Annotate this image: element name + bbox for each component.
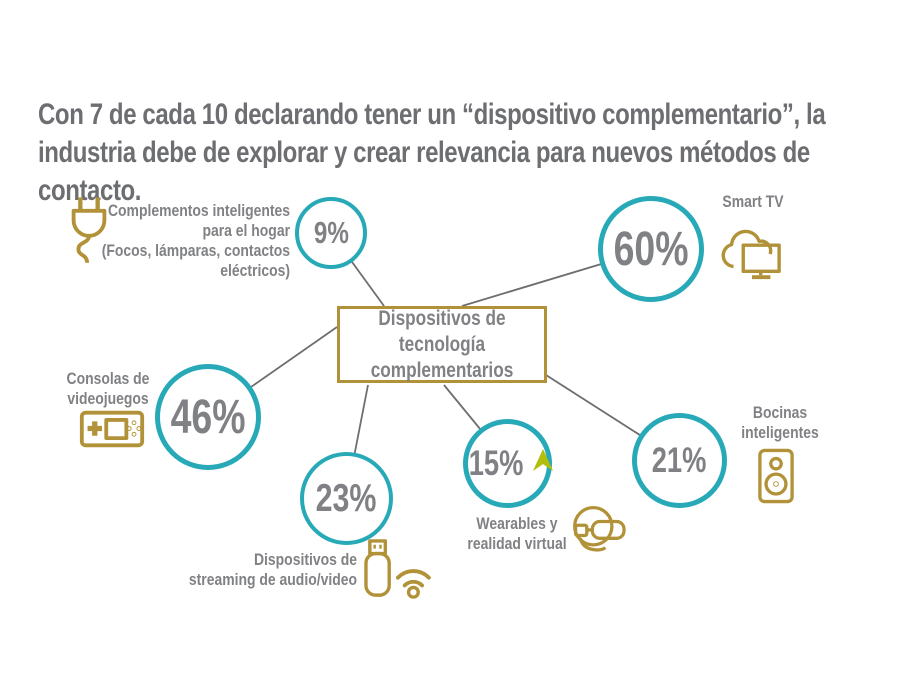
cloud-tv-icon [721, 229, 781, 280]
increase-arrow-icon [532, 448, 554, 471]
label-game-consoles: Consolas de videojuegos [66, 369, 150, 408]
central-topic-box: Dispositivos de tecnología complementari… [337, 306, 547, 383]
power-plug-icon [71, 197, 107, 263]
stat-circle-smart-home: 9% [295, 197, 367, 269]
stat-circle-wearables: 15% [463, 419, 554, 508]
label-smart-speakers: Bocinas inteligentes [741, 403, 819, 442]
stat-value-smart-speakers: 21% [652, 440, 707, 480]
stat-circle-smart-speakers: 21% [632, 413, 727, 508]
stat-value-streaming: 23% [316, 476, 377, 520]
handheld-console-icon [79, 410, 145, 448]
stat-value-smart-tv: 60% [613, 222, 689, 276]
stat-value-game-consoles: 46% [170, 390, 246, 444]
central-topic-label: Dispositivos de tecnología complementari… [370, 306, 514, 382]
label-streaming: Dispositivos de streaming de audio/video [188, 550, 357, 589]
label-smart-home: Complementos inteligentes para el hogar … [101, 201, 290, 280]
headline: Con 7 de cada 10 declarando tener un “di… [38, 98, 826, 207]
label-smart-tv: Smart TV [722, 192, 784, 211]
stat-circle-smart-tv: 60% [598, 196, 704, 302]
label-wearables: Wearables y realidad virtual [467, 514, 567, 553]
stat-value-smart-home: 9% [313, 215, 349, 250]
smart-speaker-icon [758, 448, 794, 504]
usb-stick-wifi-icon [364, 539, 431, 599]
stat-value-wearables: 15% [468, 443, 524, 483]
stat-circle-game-consoles: 46% [155, 364, 261, 470]
vr-headset-icon [573, 505, 626, 552]
stat-circle-streaming: 23% [300, 452, 393, 545]
